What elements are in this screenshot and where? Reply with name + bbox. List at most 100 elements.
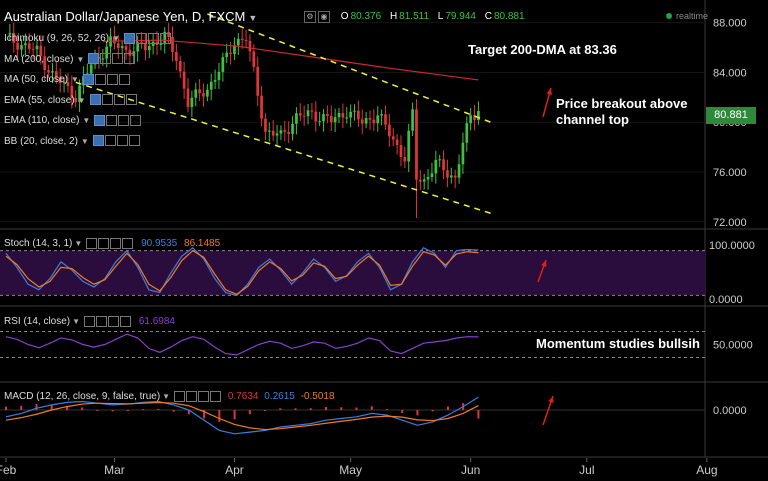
- candle-body: [442, 159, 445, 171]
- chevron-down-icon[interactable]: ▼: [112, 34, 120, 43]
- macd-hist-bar: [111, 410, 114, 412]
- more-icon[interactable]: [116, 135, 128, 147]
- candle-body: [322, 114, 325, 122]
- settings-icon[interactable]: [101, 94, 113, 106]
- settings-icon[interactable]: [174, 391, 186, 402]
- more-icon[interactable]: [108, 316, 120, 327]
- candle-body: [74, 97, 78, 103]
- candle-body: [24, 43, 27, 46]
- macd-hist-bar: [340, 407, 343, 410]
- stoch-label[interactable]: Stoch (14, 3, 1) ▼ 90.9535 86.1485: [4, 238, 221, 250]
- settings-icon[interactable]: [84, 316, 96, 327]
- low-value: 79.944: [445, 11, 476, 22]
- chevron-down-icon[interactable]: ▼: [162, 392, 171, 402]
- visibility-icon[interactable]: [123, 32, 135, 44]
- indicator-ichimoku[interactable]: Ichimoku (9, 26, 52, 26) ▼: [4, 30, 172, 51]
- chevron-down-icon[interactable]: ▼: [82, 116, 91, 125]
- macd-hist-bar: [416, 410, 419, 416]
- indicator-ma50[interactable]: MA (50, close) ▼: [4, 71, 172, 92]
- candle-body: [415, 109, 418, 180]
- close-icon[interactable]: [124, 53, 136, 65]
- settings-icon[interactable]: [100, 53, 112, 65]
- indicator-ema55[interactable]: EMA (55, close) ▼: [4, 92, 172, 113]
- candle-body: [116, 43, 120, 49]
- macd-hist-bar: [172, 410, 175, 412]
- close-icon[interactable]: [118, 73, 130, 85]
- more-icon[interactable]: [110, 238, 122, 249]
- visibility-icon[interactable]: [96, 316, 108, 327]
- visibility-icon[interactable]: ◉: [318, 11, 330, 23]
- macd-label[interactable]: MACD (12, 26, close, 9, false, true) ▼ 0.…: [4, 391, 335, 403]
- chevron-down-icon[interactable]: ▼: [74, 239, 83, 249]
- chart-title[interactable]: Australian Dollar/Japanese Yen, D, FXCM ▼: [4, 9, 258, 24]
- macd-hist-bar: [157, 408, 160, 410]
- close-icon[interactable]: [125, 94, 137, 106]
- candle-body: [430, 173, 434, 178]
- macd-hist-bar: [142, 409, 145, 411]
- candle-body: [202, 93, 205, 97]
- rsi-line: [5, 333, 479, 356]
- candle-body: [244, 40, 248, 42]
- chevron-down-icon[interactable]: ▼: [76, 54, 85, 64]
- macd-hist-bar: [431, 410, 434, 412]
- candle-body: [159, 42, 163, 45]
- more-icon[interactable]: [113, 94, 125, 106]
- candle-body: [453, 175, 457, 178]
- macd-hist-bar: [187, 410, 190, 415]
- chevron-down-icon[interactable]: ▼: [72, 317, 81, 327]
- settings-icon[interactable]: [86, 238, 98, 249]
- visibility-icon[interactable]: [98, 238, 110, 249]
- candle-body: [306, 110, 310, 117]
- candle-body: [287, 131, 291, 134]
- candle-body: [449, 175, 453, 178]
- chevron-down-icon[interactable]: ▼: [248, 13, 258, 23]
- settings-icon[interactable]: [106, 114, 118, 126]
- more-icon[interactable]: [112, 53, 124, 65]
- last-price-tag: 80.881: [706, 107, 756, 124]
- close-icon[interactable]: [159, 32, 171, 44]
- close-icon[interactable]: [128, 135, 140, 147]
- candle-body: [62, 82, 66, 84]
- settings-icon[interactable]: [104, 135, 116, 147]
- settings-icon[interactable]: [135, 32, 147, 44]
- macd-hist-bar: [50, 404, 53, 410]
- chevron-down-icon[interactable]: ▼: [80, 136, 89, 146]
- indicator-ema110[interactable]: EMA (110, close) ▼: [4, 112, 172, 133]
- candle-body: [298, 113, 302, 116]
- chevron-down-icon[interactable]: ▼: [70, 75, 79, 84]
- candle-body: [128, 50, 132, 56]
- visibility-icon[interactable]: [94, 114, 106, 126]
- candle-body: [368, 117, 372, 120]
- macd-tick-label: 0.0000: [713, 405, 747, 417]
- candle-body: [422, 179, 426, 182]
- candle-body: [380, 114, 383, 116]
- indicator-bb[interactable]: BB (20, close, 2) ▼: [4, 133, 172, 154]
- breakout-arrow-head: [546, 88, 552, 95]
- stoch-tick-label: 0.0000: [709, 294, 743, 306]
- macd-arrow-head: [548, 396, 554, 403]
- close-icon[interactable]: [210, 391, 222, 402]
- more-icon[interactable]: [106, 73, 118, 85]
- settings-icon[interactable]: ⚙: [304, 11, 316, 23]
- more-icon[interactable]: [118, 114, 130, 126]
- settings-icon[interactable]: [94, 73, 106, 85]
- close-icon[interactable]: [120, 316, 132, 327]
- candle-body: [360, 119, 364, 124]
- visibility-icon[interactable]: [89, 94, 101, 106]
- macd-hist-bar: [5, 406, 7, 410]
- visibility-icon[interactable]: [82, 73, 94, 85]
- more-icon[interactable]: [198, 391, 210, 402]
- indicator-ma200[interactable]: MA (200, close) ▼: [4, 51, 172, 72]
- close-icon[interactable]: [122, 238, 134, 249]
- close-icon[interactable]: [130, 114, 142, 126]
- visibility-icon[interactable]: [92, 135, 104, 147]
- candle-body: [209, 81, 213, 90]
- rsi-label[interactable]: RSI (14, close) ▼ 61.6984: [4, 316, 175, 328]
- chevron-down-icon[interactable]: ▼: [77, 95, 86, 105]
- macd-hist-bar: [325, 406, 328, 410]
- visibility-icon[interactable]: [186, 391, 198, 402]
- candle-body: [457, 164, 461, 178]
- more-icon[interactable]: [147, 32, 159, 44]
- visibility-icon[interactable]: [88, 53, 100, 65]
